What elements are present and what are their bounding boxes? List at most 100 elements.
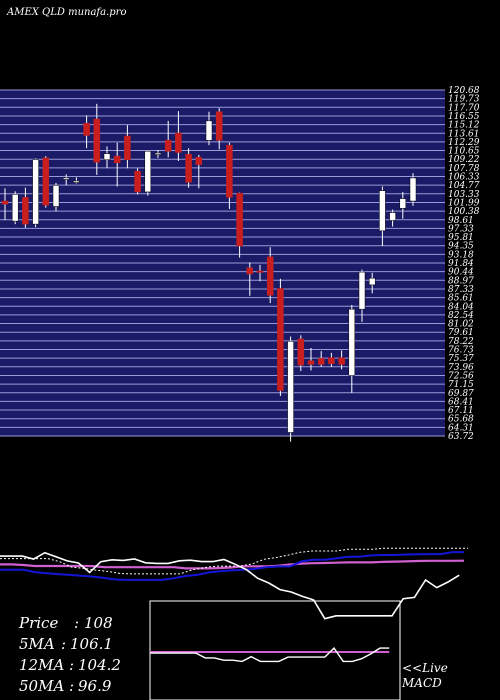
candle-down — [317, 358, 325, 365]
candle-down — [297, 338, 305, 366]
macd-box — [149, 600, 401, 700]
y-tick-label: 63.72 — [448, 432, 474, 442]
y-tick-label: 109.22 — [448, 155, 480, 165]
candle-down — [134, 171, 141, 193]
indicator-line-dotted — [0, 547, 468, 575]
price-value: 108 — [84, 614, 113, 632]
candle-up — [368, 277, 376, 286]
indicator-panel — [0, 547, 468, 620]
candle-down — [338, 357, 345, 365]
y-tick-label: 87.33 — [448, 285, 474, 295]
candle-up — [358, 271, 366, 310]
y-tick-label: 115.12 — [448, 121, 480, 131]
y-tick-label: 97.33 — [448, 224, 474, 234]
ma12-value: 104.2 — [78, 656, 121, 674]
price-bands — [0, 89, 445, 437]
candle-down — [226, 144, 233, 198]
y-tick-label: 107.78 — [448, 164, 480, 174]
y-tick-label: 79.61 — [448, 328, 474, 338]
candle-up — [144, 150, 152, 193]
indicator-line-pink — [0, 559, 465, 570]
candle-up — [205, 120, 213, 141]
y-tick-label: 76.73 — [448, 346, 474, 356]
y-tick-label: 88.97 — [448, 276, 474, 286]
candle-down — [256, 270, 264, 273]
candle-down — [42, 157, 50, 206]
candle-down — [175, 132, 182, 153]
ma5-value: 106.1 — [70, 635, 113, 653]
indicator-line-blue — [0, 551, 464, 581]
macd-label: MACD — [401, 676, 442, 690]
y-tick-label: 119.73 — [448, 95, 480, 105]
y-tick-label: 71.15 — [448, 380, 474, 390]
y-tick-label: 98.61 — [448, 216, 474, 226]
y-tick-label: 93.18 — [448, 250, 474, 260]
price-separator: : — [74, 614, 79, 632]
y-tick-label: 69.87 — [448, 389, 474, 399]
chart-title: AMEX QLD munafa.pro — [6, 7, 126, 18]
price-label: Price — [18, 614, 58, 632]
candle-down — [113, 155, 121, 164]
macd-panel: <<Live MACD — [149, 600, 448, 700]
candle-down — [1, 200, 9, 205]
candlesticks — [1, 103, 417, 442]
candle-up — [52, 184, 60, 207]
y-tick-label: 100.38 — [448, 207, 480, 217]
y-tick-label: 78.22 — [448, 337, 474, 347]
y-tick-label: 72.56 — [448, 371, 474, 381]
y-tick-label: 101.99 — [448, 198, 480, 208]
candle-down — [185, 154, 192, 183]
candle-down — [266, 256, 274, 296]
stats-panel: Price : 108 5MA : 106.1 12MA : 104.2 50M… — [18, 614, 121, 695]
y-tick-label: 95.81 — [448, 233, 474, 243]
candle-up — [409, 177, 417, 202]
candle-up — [62, 177, 70, 180]
ma12-separator: : — [69, 656, 74, 674]
ma50-label: 50MA — [19, 677, 64, 695]
y-tick-label: 106.33 — [448, 173, 480, 183]
y-axis-labels: 120.68119.73117.70116.55115.12113.61112.… — [448, 86, 480, 442]
y-tick-label: 81.02 — [448, 320, 474, 330]
candle-down — [277, 288, 284, 391]
y-tick-label: 94.35 — [448, 242, 474, 252]
candle-down — [83, 123, 90, 136]
candle-up — [73, 180, 80, 183]
y-tick-label: 113.61 — [448, 129, 480, 139]
ma50-value: 96.9 — [78, 677, 112, 695]
macd-lines — [150, 647, 390, 663]
y-tick-label: 85.61 — [448, 294, 474, 304]
candle-up — [154, 152, 162, 155]
ma12-label: 12MA — [19, 656, 64, 674]
candle-down — [236, 192, 243, 247]
y-tick-label: 84.04 — [448, 302, 474, 312]
ma50-separator: : — [69, 677, 74, 695]
y-tick-label: 110.65 — [448, 147, 480, 157]
candle-down — [246, 267, 254, 275]
y-tick-label: 64.31 — [448, 423, 474, 433]
y-tick-label: 112.29 — [448, 138, 480, 148]
candle-down — [164, 140, 172, 152]
y-tick-label: 120.68 — [448, 86, 480, 96]
candle-down — [307, 360, 315, 365]
y-tick-label: 117.70 — [448, 103, 480, 113]
candle-down — [93, 118, 101, 163]
candle-up — [399, 198, 407, 209]
candle-up — [103, 153, 111, 160]
macd-line — [150, 647, 390, 663]
ma5-label: 5MA — [19, 635, 55, 653]
candle-down — [195, 157, 203, 165]
y-tick-label: 82.54 — [448, 311, 474, 321]
candle-down — [328, 357, 335, 365]
y-tick-label: 104.77 — [448, 181, 480, 191]
y-tick-label: 75.37 — [448, 354, 474, 364]
y-tick-label: 90.44 — [448, 268, 474, 278]
candle-up — [389, 212, 396, 221]
y-tick-label: 65.68 — [448, 415, 474, 425]
candle-down — [215, 111, 223, 141]
candle-up — [379, 190, 386, 232]
y-tick-label: 91.84 — [448, 259, 474, 269]
y-tick-label: 73.96 — [448, 363, 474, 373]
candle-up — [287, 341, 294, 433]
candle-up — [32, 159, 39, 225]
